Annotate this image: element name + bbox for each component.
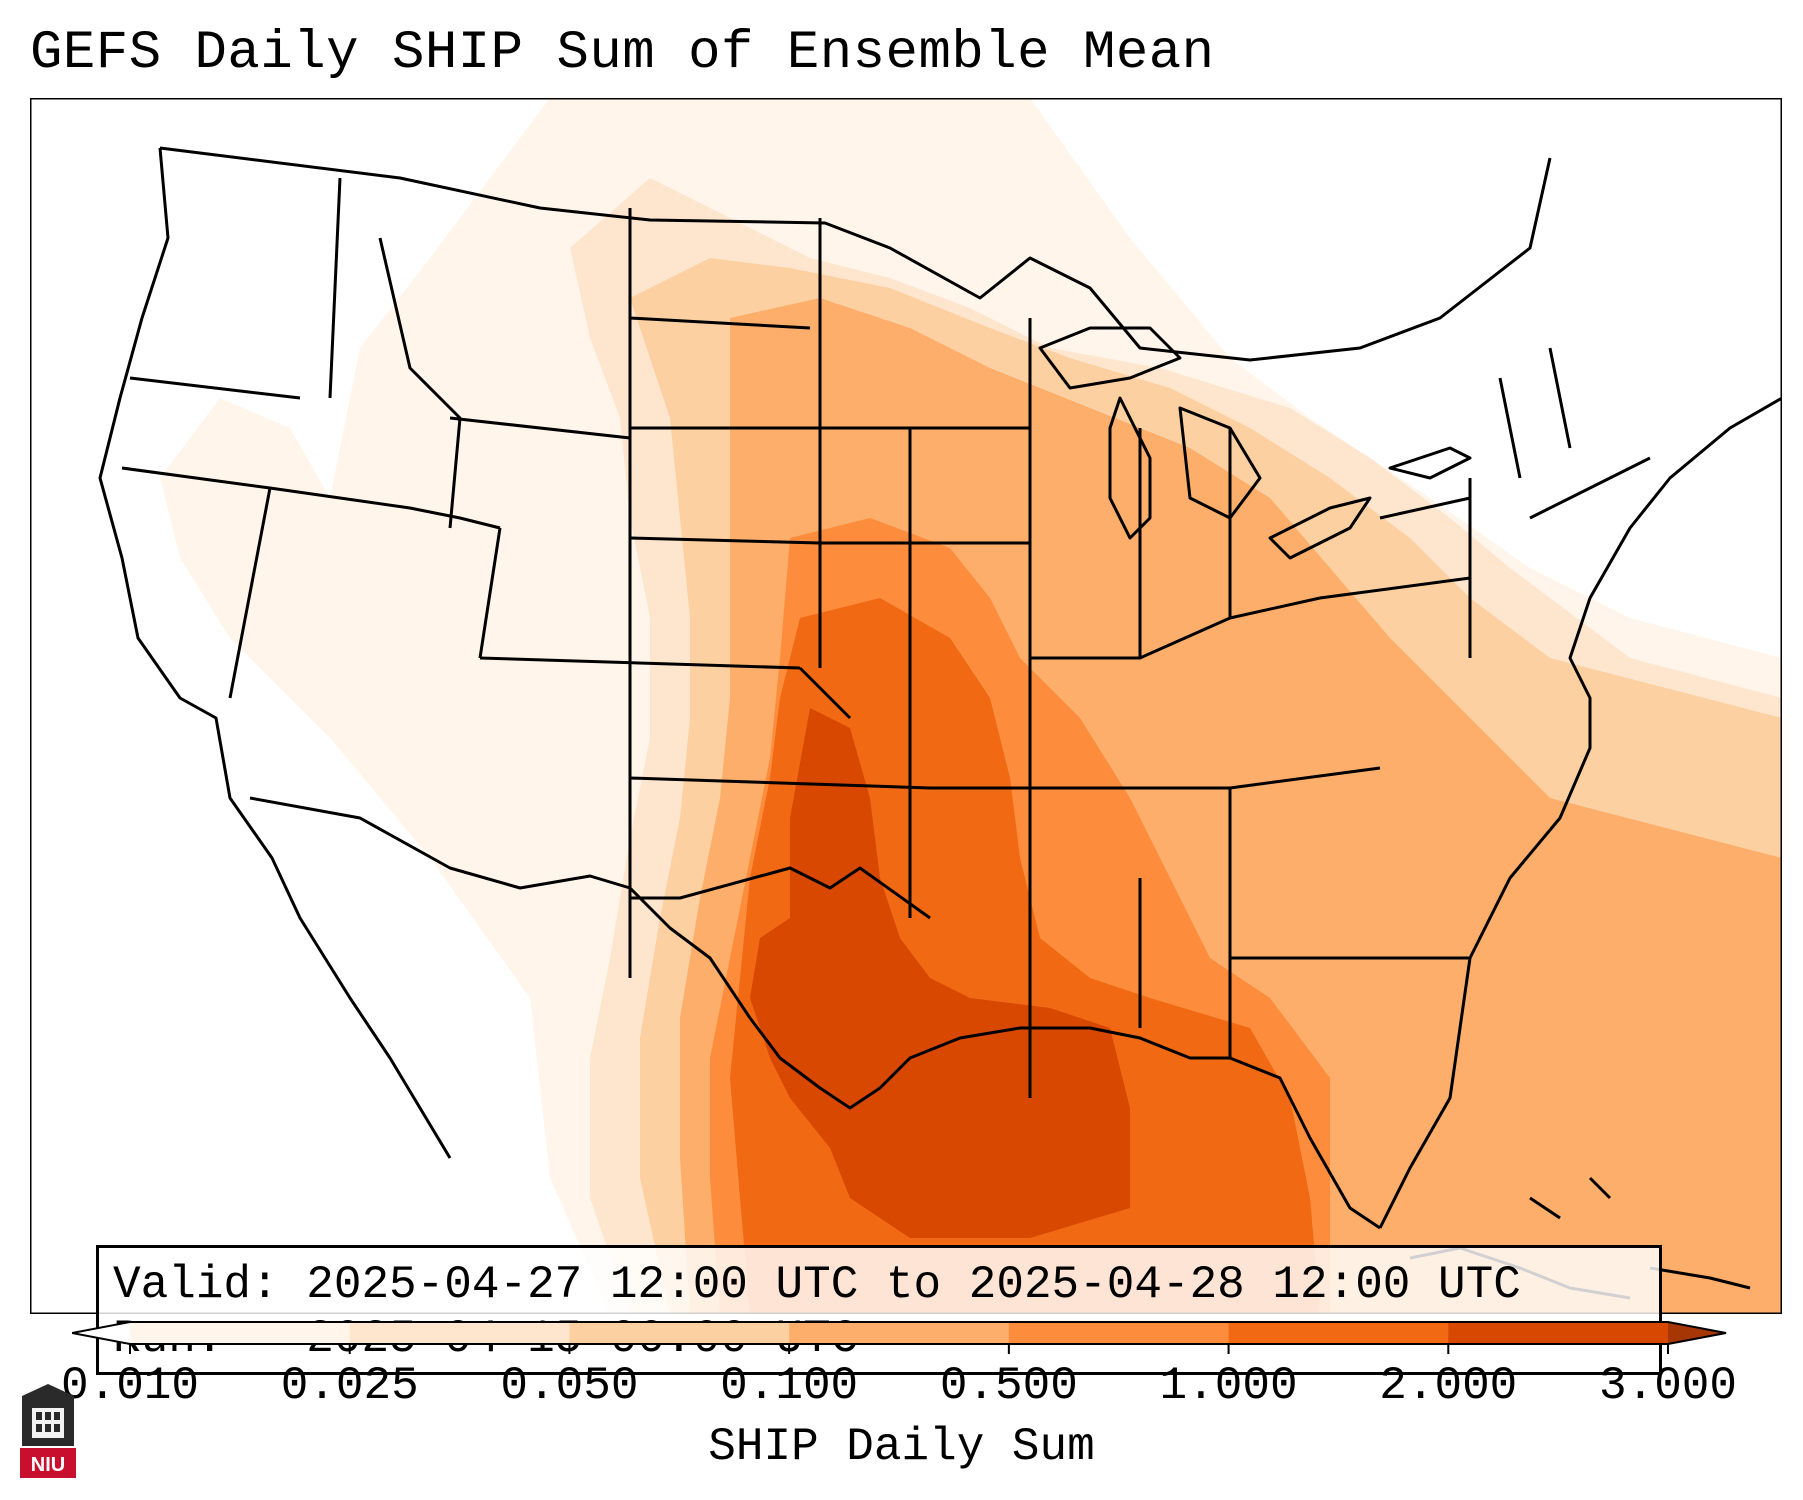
colorbar-segment-6 — [1448, 1322, 1669, 1344]
logo-text: NIU — [31, 1454, 65, 1476]
great-lakes — [1038, 326, 1472, 560]
us-canada-border — [159, 146, 1552, 362]
colorbar-segment-0 — [130, 1322, 351, 1344]
boundary-layer — [98, 146, 1782, 1300]
tick-label-6: 2.000 — [1379, 1360, 1518, 1412]
colorbar-extend-low — [72, 1322, 130, 1344]
valid-run-info-box: Valid: 2025-04-27 12:00 UTC to 2025-04-2… — [96, 1245, 1662, 1375]
colorbar-tick-marks — [129, 1344, 1669, 1354]
niu-logo: NIU — [20, 1384, 76, 1478]
logo-badge — [20, 1448, 76, 1478]
colorbar-tick-labels: 0.010 0.025 0.050 0.100 0.500 1.000 2.00… — [0, 1358, 1803, 1414]
colorbar-segment-1 — [349, 1322, 570, 1344]
tick-label-4: 0.500 — [939, 1360, 1078, 1412]
colorbar-label: SHIP Daily Sum — [708, 1421, 1095, 1473]
state-lines — [121, 177, 1651, 1098]
mexico-border — [249, 796, 752, 1019]
west-coastline — [98, 147, 452, 1159]
colorbar-segments — [72, 1321, 1727, 1345]
shading-layer — [160, 98, 1782, 1314]
colorbar — [72, 1321, 1727, 1354]
tick-label-1: 0.025 — [280, 1360, 419, 1412]
tick-label-3: 0.100 — [720, 1360, 859, 1412]
colorbar-segment-3 — [789, 1322, 1010, 1344]
tick-label-0: 0.010 — [60, 1360, 200, 1412]
atlantic-coastline — [1378, 396, 1782, 1229]
colorbar-segment-2 — [569, 1322, 790, 1344]
map-canvas — [30, 98, 1782, 1314]
tick-label-7: 3.000 — [1598, 1360, 1738, 1412]
colorbar-segment-5 — [1228, 1322, 1449, 1344]
colorbar-extend-high — [1668, 1322, 1726, 1344]
colorbar-segment-4 — [1008, 1322, 1230, 1344]
page-title: GEFS Daily SHIP Sum of Ensemble Mean — [30, 23, 1215, 84]
gulf-coastline — [748, 1017, 1381, 1230]
map-panel: Valid: 2025-04-27 12:00 UTC to 2025-04-2… — [30, 98, 1782, 1375]
valid-time-line: Valid: 2025-04-27 12:00 UTC to 2025-04-2… — [113, 1259, 1521, 1311]
tick-label-5: 1.000 — [1159, 1360, 1298, 1412]
tick-label-2: 0.050 — [500, 1360, 639, 1412]
